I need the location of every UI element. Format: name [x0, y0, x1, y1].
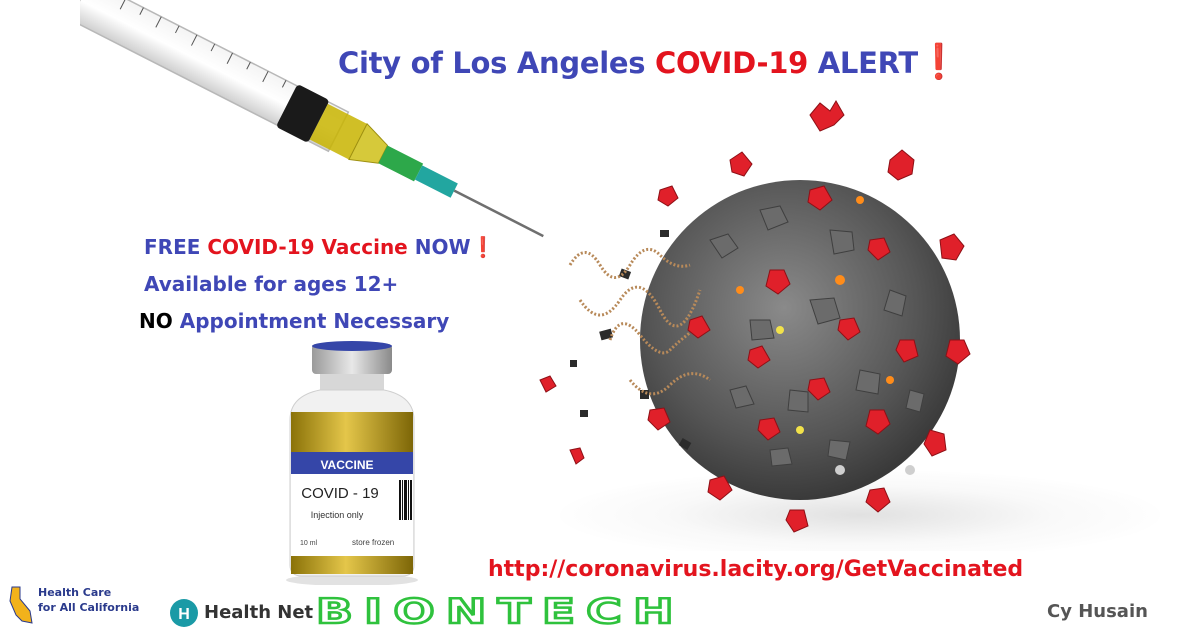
offer-now: NOW [407, 235, 471, 259]
vial-label-storage: store frozen [352, 538, 394, 547]
vaccination-url-link[interactable]: http://coronavirus.lacity.org/GetVaccina… [482, 551, 1030, 586]
vial-label-name: COVID - 19 [301, 485, 379, 502]
exclamation-icon: ❗ [917, 42, 960, 82]
page-title: City of Los Angeles COVID-19 ALERT❗ [338, 42, 960, 82]
vial-label-volume: 10 ml [300, 540, 318, 547]
barcode-icon [399, 480, 412, 520]
appointment-line: NO Appointment Necessary [139, 309, 449, 333]
ages-line: Available for ages 12+ [144, 272, 399, 296]
title-covid: COVID-19 [654, 46, 818, 80]
author-credit: Cy Husain [1047, 601, 1148, 622]
health-net-logo: H Health Net [168, 597, 318, 633]
title-alert: ALERT [817, 46, 918, 80]
title-city: City of Los Angeles [338, 46, 655, 80]
appointment-text: Appointment Necessary [172, 309, 450, 333]
vial-label-header: VACCINE [320, 458, 373, 472]
health-net-text: Health Net [204, 602, 314, 623]
vaccine-offer-line: FREE COVID-19 Vaccine NOW❗ [144, 235, 495, 259]
biontech-logo: BIONTECH [314, 591, 685, 634]
vaccine-vial-illustration: VACCINE COVID - 19 Injection only 10 ml … [286, 341, 418, 585]
california-state-icon [9, 586, 33, 624]
svg-text:H: H [178, 606, 190, 623]
health-care-for-all-california-logo: Health Care for All California [8, 585, 178, 629]
syringe-illustration [80, 0, 544, 238]
offer-vaccine: COVID-19 Vaccine [207, 235, 408, 259]
appointment-no: NO [139, 309, 173, 333]
health-net-icon: H [170, 599, 198, 627]
coronavirus-illustration [539, 100, 971, 533]
vial-label-sub: Injection only [311, 510, 364, 520]
offer-free: FREE [144, 235, 208, 259]
hca-logo-text: Health Care for All California [38, 585, 139, 615]
hca-line-2: for All California [38, 601, 140, 614]
exclamation-icon: ❗ [470, 235, 496, 259]
hca-line-1: Health Care [38, 586, 112, 599]
